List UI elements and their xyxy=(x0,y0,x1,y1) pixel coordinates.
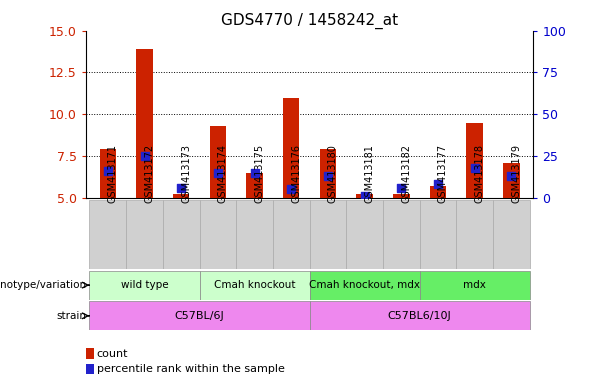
Bar xyxy=(346,200,383,269)
Point xyxy=(103,168,113,174)
Bar xyxy=(393,194,409,198)
Text: Cmah knockout: Cmah knockout xyxy=(214,280,295,290)
Bar xyxy=(246,173,263,198)
Point xyxy=(140,153,150,159)
Bar xyxy=(310,271,420,300)
Bar xyxy=(99,149,116,198)
Text: GSM413173: GSM413173 xyxy=(181,144,191,203)
Bar xyxy=(420,200,456,269)
Bar xyxy=(420,271,530,300)
Point xyxy=(213,170,223,176)
Bar xyxy=(89,301,310,330)
Bar xyxy=(89,200,126,269)
Text: genotype/variation: genotype/variation xyxy=(0,280,86,290)
Text: GSM413174: GSM413174 xyxy=(218,144,228,203)
Text: GSM413180: GSM413180 xyxy=(328,144,338,203)
Text: GSM413177: GSM413177 xyxy=(438,144,448,203)
Text: GSM413179: GSM413179 xyxy=(511,144,521,203)
Text: count: count xyxy=(97,349,128,359)
Bar xyxy=(456,200,493,269)
Text: Cmah knockout, mdx: Cmah knockout, mdx xyxy=(309,280,420,290)
Text: percentile rank within the sample: percentile rank within the sample xyxy=(97,364,284,374)
Text: GSM413171: GSM413171 xyxy=(108,144,118,203)
Bar xyxy=(173,194,189,198)
Point xyxy=(249,170,259,176)
Bar xyxy=(430,186,446,198)
Bar xyxy=(89,271,199,300)
Point xyxy=(470,165,479,171)
Point xyxy=(433,181,443,187)
Point xyxy=(397,185,406,191)
Text: GSM413181: GSM413181 xyxy=(365,144,375,203)
Point xyxy=(286,186,296,192)
Bar xyxy=(273,200,310,269)
Bar xyxy=(466,122,483,198)
Bar xyxy=(319,149,336,198)
Bar xyxy=(210,126,226,198)
Bar xyxy=(199,271,310,300)
Bar xyxy=(310,200,346,269)
Text: C57BL/6J: C57BL/6J xyxy=(175,311,224,321)
Bar xyxy=(356,194,373,198)
Point xyxy=(506,173,516,179)
Title: GDS4770 / 1458242_at: GDS4770 / 1458242_at xyxy=(221,13,398,29)
Text: GSM413176: GSM413176 xyxy=(291,144,301,203)
Bar xyxy=(236,200,273,269)
Point xyxy=(177,185,186,191)
Bar xyxy=(136,49,153,198)
Text: wild type: wild type xyxy=(121,280,169,290)
Text: C57BL6/10J: C57BL6/10J xyxy=(388,311,452,321)
Point xyxy=(360,193,370,199)
Text: strain: strain xyxy=(56,311,86,321)
Bar xyxy=(310,301,530,330)
Bar xyxy=(383,200,420,269)
Bar xyxy=(163,200,199,269)
Bar xyxy=(199,200,236,269)
Text: GSM413175: GSM413175 xyxy=(254,144,265,203)
Bar xyxy=(126,200,163,269)
Text: GSM413178: GSM413178 xyxy=(474,144,485,203)
Text: GSM413182: GSM413182 xyxy=(402,144,411,203)
Bar xyxy=(503,163,520,198)
Bar xyxy=(283,98,300,198)
Bar xyxy=(493,200,530,269)
Point xyxy=(323,173,333,179)
Text: GSM413172: GSM413172 xyxy=(145,144,154,203)
Text: mdx: mdx xyxy=(463,280,486,290)
